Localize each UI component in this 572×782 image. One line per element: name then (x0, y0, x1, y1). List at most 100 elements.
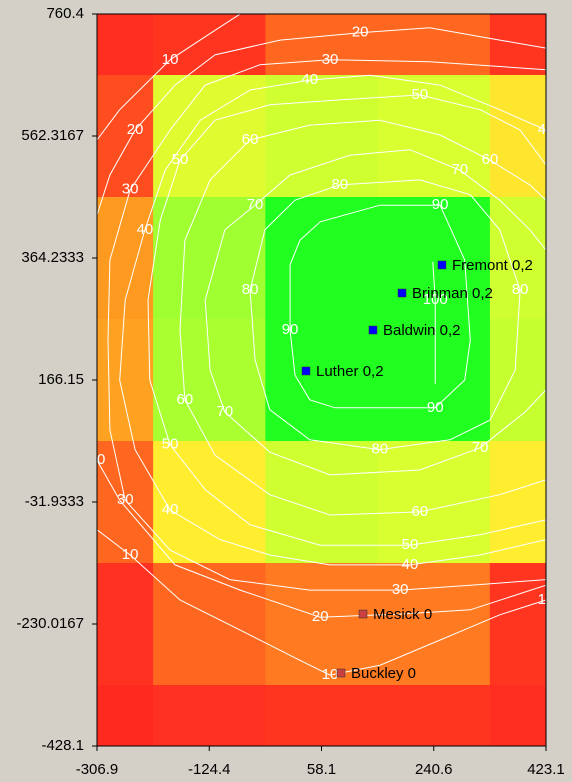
x-tick-label: 423.1 (527, 761, 565, 778)
contour-label: 30 (122, 181, 139, 198)
heat-cell (265, 563, 379, 686)
contour-label: 50 (402, 536, 419, 553)
contour-label: 90 (282, 321, 299, 338)
x-tick-label: -306.9 (76, 761, 119, 778)
contour-label: 40 (162, 501, 179, 518)
x-tick-label: -124.4 (188, 761, 231, 778)
heat-cell (97, 14, 154, 76)
heat-cell (265, 74, 379, 198)
point-label: Buckley 0 (351, 665, 416, 682)
contour-line (97, 14, 546, 676)
contour-label: 60 (412, 503, 429, 520)
contour-label: 80 (332, 176, 349, 193)
point-label: Mesick 0 (373, 606, 432, 623)
contour-label: 70 (472, 439, 489, 456)
contour-label: 20 (312, 608, 329, 625)
heat-cell (153, 563, 266, 686)
plot-area: 1010101020202020303030304040404040505050… (89, 14, 555, 746)
x-tick-label: 240.6 (415, 761, 453, 778)
heat-cell (489, 563, 546, 686)
heat-cell (377, 563, 491, 686)
contour-label: 20 (352, 24, 369, 41)
contour-label: 80 (512, 281, 529, 298)
heat-cell (97, 319, 154, 442)
heat-cell (265, 441, 379, 564)
y-tick-label: 364.2333 (21, 249, 84, 266)
heat-cell (377, 14, 491, 76)
data-point (301, 366, 311, 376)
heat-cell (97, 74, 154, 198)
contour-label: 60 (242, 131, 259, 148)
heat-cell (97, 685, 154, 746)
heat-cell (153, 441, 266, 564)
contour-label: 90 (432, 196, 449, 213)
contour-label: 40 (538, 121, 555, 138)
contour-label: 20 (127, 121, 144, 138)
heat-cell (153, 74, 266, 198)
contour-line (119, 74, 546, 566)
contour-line (204, 149, 546, 476)
heat-cell (97, 441, 154, 564)
y-tick-label: 166.15 (38, 371, 84, 388)
contour-label: 70 (217, 403, 234, 420)
point-label: Baldwin 0,2 (383, 322, 461, 339)
heat-cell (489, 441, 546, 564)
contour-label: 40 (402, 556, 419, 573)
contour-line (107, 59, 546, 591)
heat-cell (377, 197, 491, 320)
contour-label: 50 (412, 86, 429, 103)
heat-cell (265, 197, 379, 320)
contour-line (97, 27, 546, 618)
contour-line (179, 119, 546, 516)
heat-cell (377, 441, 491, 564)
contour-label: 30 (392, 581, 409, 598)
data-point (368, 325, 378, 335)
contour-label: 10 (162, 51, 179, 68)
point-label: Luther 0,2 (316, 363, 384, 380)
y-tick-label: 760.4 (46, 5, 84, 22)
point-label: Fremont 0,2 (452, 257, 533, 274)
heat-cell (489, 319, 546, 442)
contour-label: 70 (451, 161, 468, 178)
heat-cell (153, 685, 266, 746)
heat-cell (489, 685, 546, 746)
data-point (336, 668, 346, 678)
y-tick-label: 562.3167 (21, 127, 84, 144)
contour-label: 60 (482, 151, 499, 168)
contour-label: 10 (322, 666, 339, 683)
heat-cell (265, 685, 379, 746)
data-point (437, 260, 447, 270)
heat-cell (489, 74, 546, 198)
contour-label: 80 (242, 281, 259, 298)
contour-label: 30 (322, 51, 339, 68)
contour-label: 80 (372, 441, 389, 458)
heat-cell (153, 197, 266, 320)
contour-label: 100 (423, 291, 448, 308)
contour-label: 30 (117, 491, 134, 508)
contour-label: 40 (137, 221, 154, 238)
heat-cell (153, 14, 266, 76)
x-tick-label: 58.1 (307, 761, 336, 778)
heat-cell (153, 319, 266, 442)
heat-cell (489, 14, 546, 76)
heat-cell (377, 74, 491, 198)
heat-cell (265, 14, 379, 76)
contour-label: 90 (427, 399, 444, 416)
heat-cell (377, 319, 491, 442)
contour-label: 10 (122, 546, 139, 563)
y-tick-label: -428.1 (41, 737, 84, 754)
contour-label: 60 (177, 391, 194, 408)
contour-label: 50 (172, 151, 189, 168)
contour-label: 40 (301, 71, 318, 88)
contour-label: 20 (89, 451, 106, 468)
y-tick-label: -31.9333 (25, 493, 84, 510)
data-point (358, 609, 368, 619)
contour-label: 10 (538, 591, 555, 608)
contour-line (289, 204, 471, 409)
heat-cell (377, 685, 491, 746)
y-tick-label: -230.0167 (16, 615, 84, 632)
data-point (397, 288, 407, 298)
contour-line (432, 261, 436, 384)
point-label: Brinman 0,2 (412, 285, 493, 302)
contour-line (249, 179, 521, 451)
